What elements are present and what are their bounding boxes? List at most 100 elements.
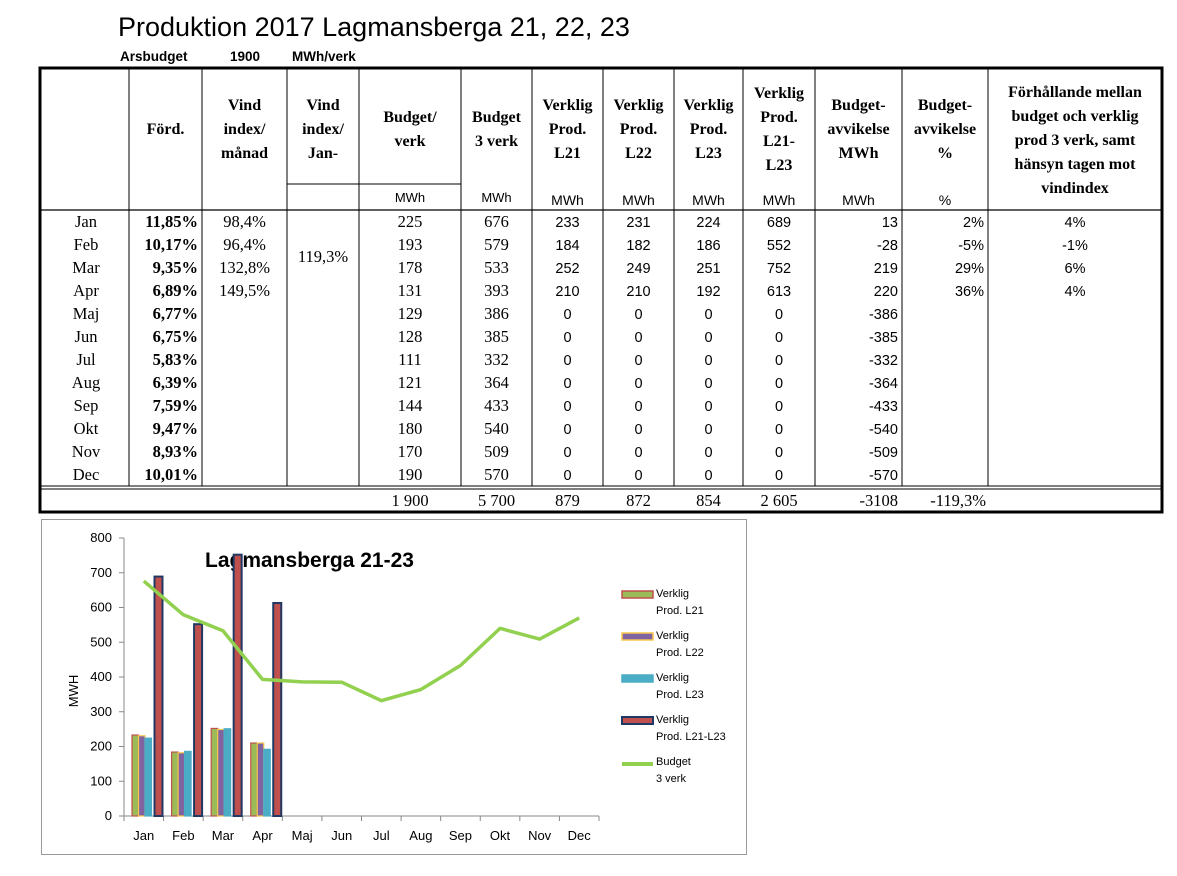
table-cell: 4%: [1065, 284, 1086, 300]
bar-verklig-prod-l21-l23: [232, 553, 243, 818]
table-cell: 9,47%: [153, 419, 198, 438]
table-cell: 0: [563, 445, 571, 461]
table-cell: 0: [775, 353, 783, 369]
x-tick-label: Mar: [212, 828, 235, 843]
bar-verklig-prod-l21-l23: [193, 623, 204, 818]
totals-row: 1 900 5 700 879 872 854 2 605 -3108 -119,3%: [391, 491, 986, 510]
table-cell: 132,8%: [219, 258, 270, 277]
table-cell: 433: [484, 396, 509, 415]
column-header-text: %: [937, 145, 953, 162]
column-header: Vind index/månad: [221, 97, 268, 162]
column-header-text: 3 verk: [475, 133, 518, 150]
chart-canvas: Lagmansberga 21-23 0 100 200 300 400 500 600 700…: [66, 530, 726, 843]
column-header-text: månad: [221, 145, 268, 162]
table-cell: 540: [484, 419, 509, 438]
table-row: Maj 6,77% 129 386 0 0 0 0 -386: [73, 304, 898, 323]
legend-item: Budget 3 verk: [622, 756, 691, 785]
column-unit: MWh: [481, 190, 511, 205]
table-cell: 579: [484, 235, 509, 254]
table-cell: 10,17%: [144, 235, 198, 254]
table-row: Sep 7,59% 144 433 0 0 0 0 -433: [74, 396, 898, 415]
table-cell: 144: [398, 396, 423, 415]
x-tick-label: Sep: [449, 828, 472, 843]
column-header-text: Prod.: [760, 109, 797, 126]
column-header: Verklig Prod. L22: [613, 97, 663, 162]
table-row: Nov 8,93% 170 509 0 0 0 0 -509: [72, 442, 898, 461]
table-cell: 149,5%: [219, 281, 270, 300]
table-cell: 0: [775, 330, 783, 346]
column-header-text: hänsyn tagen mot: [1015, 156, 1137, 173]
table-cell: 386: [484, 304, 509, 323]
table-cell: 225: [398, 212, 423, 231]
table-cell: 6,39%: [153, 373, 198, 392]
cumulative-wind-index: 119,3%: [298, 247, 349, 266]
table-cell: 210: [626, 284, 650, 300]
column-header-text: Vind: [228, 97, 261, 114]
row-month: Dec: [73, 465, 100, 484]
table-cell: 689: [767, 215, 791, 231]
table-cell: 0: [775, 376, 783, 392]
legend-label: Prod. L21-L23: [656, 731, 726, 743]
legend-label: Verklig: [656, 672, 689, 684]
table-cell: 8,93%: [153, 442, 198, 461]
legend-label: Budget: [656, 756, 691, 768]
legend-item: Verklig Prod. L21: [621, 588, 704, 617]
table-cell: 186: [696, 238, 720, 254]
table-cell: 533: [484, 258, 509, 277]
column-header-text: Verklig: [542, 97, 592, 114]
table-cell: -28: [877, 238, 898, 254]
table-cell: -570: [869, 468, 898, 484]
table-cell: 0: [775, 307, 783, 323]
row-month: Jun: [75, 327, 98, 346]
table-cell: 190: [398, 465, 423, 484]
column-header-text: L21: [554, 145, 581, 162]
table-cell: 0: [775, 445, 783, 461]
table-row: Apr 6,89% 149,5% 131 393 210 210 192 613 220 36% 4%: [73, 281, 1085, 300]
column-header-text: Förhållande mellan: [1008, 84, 1142, 101]
table-cell: 6,75%: [153, 327, 198, 346]
table-cell: 6,77%: [153, 304, 198, 323]
table-cell: -364: [869, 376, 898, 392]
table-cell: 192: [696, 284, 720, 300]
production-chart: Lagmansberga 21-23 0 100 200 300 400 500 600 700…: [41, 519, 747, 855]
legend-label: 3 verk: [656, 773, 686, 785]
annual-budget-label: Arsbudget: [120, 49, 188, 64]
table-cell: -1%: [1062, 238, 1088, 254]
table-cell: 233: [555, 215, 579, 231]
column-header-text: L22: [625, 145, 652, 162]
table-cell: 385: [484, 327, 509, 346]
table-cell: 2%: [963, 215, 984, 231]
table-cell: 131: [398, 281, 423, 300]
y-tick-label: 0: [105, 808, 112, 823]
table-cell: 220: [874, 284, 898, 300]
table-cell: 0: [704, 353, 712, 369]
table-cell: 13: [882, 215, 898, 231]
row-month: Mar: [72, 258, 100, 277]
column-header-text: Jan-: [308, 145, 338, 162]
table-cell: 5,83%: [153, 350, 198, 369]
bar-verklig-prod-l21: [250, 742, 258, 817]
legend-label: Verklig: [656, 630, 689, 642]
table-cell: 36%: [955, 284, 984, 300]
row-month: Nov: [72, 442, 101, 461]
y-tick-label: 100: [90, 773, 112, 788]
table-cell: -332: [869, 353, 898, 369]
table-cell: 0: [704, 468, 712, 484]
column-header-text: index/: [224, 121, 266, 138]
bar-verklig-prod-l21: [210, 727, 219, 817]
column-header-text: Prod.: [690, 121, 727, 138]
legend-swatch: [621, 590, 654, 599]
table-cell: 0: [704, 445, 712, 461]
table-cell: 128: [398, 327, 423, 346]
table-cell: 249: [626, 261, 650, 277]
table-cell: 0: [634, 468, 642, 484]
column-header: Budget-avvikelse MWh: [827, 97, 889, 162]
table-cell: 0: [704, 307, 712, 323]
table-cell: -5%: [958, 238, 984, 254]
table-cell: 29%: [955, 261, 984, 277]
legend-label: Verklig: [656, 714, 689, 726]
row-month: Sep: [74, 396, 99, 415]
table-cell: 11,85%: [145, 212, 198, 231]
bar-verklig-prod-l22: [177, 752, 186, 817]
table-cell: 111: [398, 350, 422, 369]
